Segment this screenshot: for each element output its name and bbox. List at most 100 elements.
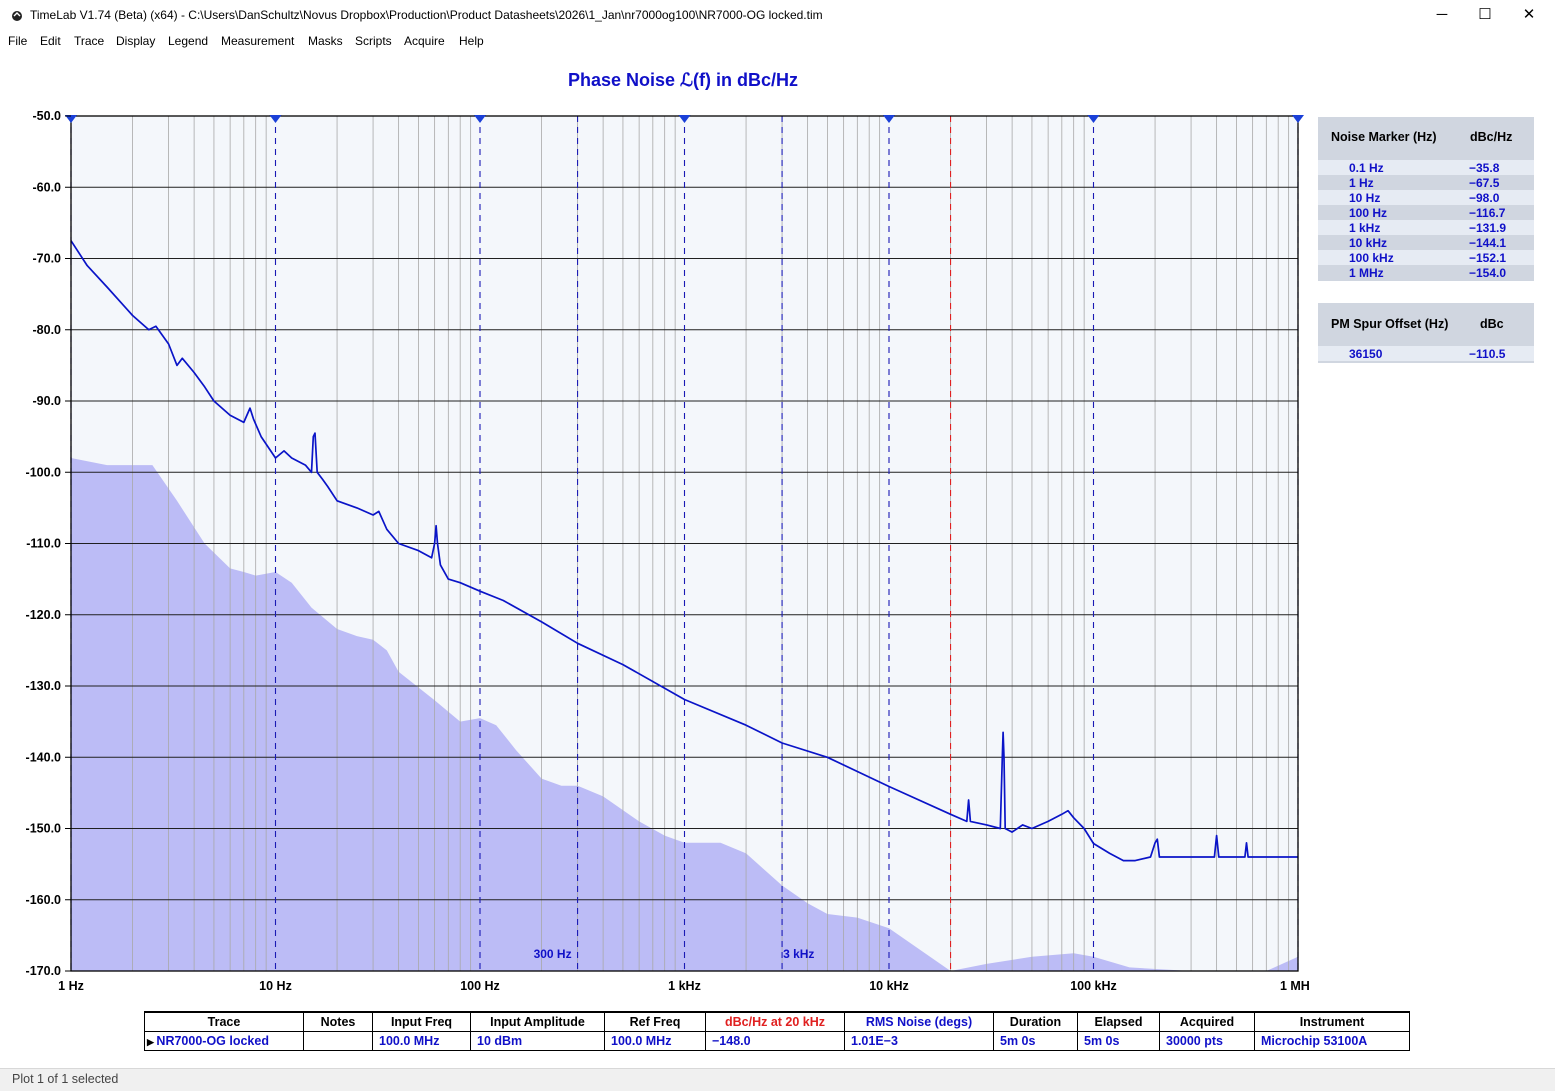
table-cell: 10 dBm xyxy=(470,1031,605,1051)
timelab-app-icon xyxy=(12,11,22,21)
column-header[interactable]: Acquired xyxy=(1159,1011,1255,1032)
menu-help[interactable]: Help xyxy=(459,34,484,48)
y-tick-label: -150.0 xyxy=(26,822,61,836)
table-cell: 1.01E−3 xyxy=(844,1031,994,1051)
noise-marker-freq: 100 kHz xyxy=(1349,251,1394,265)
spur-freq-header: PM Spur Offset (Hz) xyxy=(1331,317,1449,331)
annotation-label: 3 kHz xyxy=(783,947,814,961)
noise-marker-row: 1 Hz −67.5 xyxy=(1318,175,1534,190)
status-bar: Plot 1 of 1 selected xyxy=(0,1068,1555,1091)
column-header[interactable]: Elapsed xyxy=(1077,1011,1160,1032)
x-tick-label: 100 kHz xyxy=(1070,979,1117,993)
decade-triangle-icon xyxy=(269,115,282,123)
menu-trace[interactable]: Trace xyxy=(74,34,105,48)
phase-noise-chart: Phase Noise ℒ(f) in dBc/Hz 300 Hz 3 kHz -5… xyxy=(26,70,1310,993)
column-header[interactable]: dBc/Hz at 20 kHz xyxy=(705,1011,845,1032)
minimize-button[interactable]: ─ xyxy=(1436,6,1448,23)
x-tick-label: 1 kHz xyxy=(668,979,701,993)
noise-marker-freq: 10 kHz xyxy=(1349,236,1388,250)
menu-masks[interactable]: Masks xyxy=(308,34,343,48)
table-cell: ▶ NR7000-OG locked xyxy=(144,1031,304,1051)
maximize-button[interactable]: ☐ xyxy=(1478,6,1492,23)
menu-acquire[interactable]: Acquire xyxy=(404,34,445,48)
column-header[interactable]: Ref Freq xyxy=(604,1011,706,1032)
column-header[interactable]: Notes xyxy=(303,1011,373,1032)
column-header[interactable]: Duration xyxy=(993,1011,1078,1032)
column-header[interactable]: Input Amplitude xyxy=(470,1011,605,1032)
y-tick-label: -130.0 xyxy=(26,679,61,693)
y-tick-label: -170.0 xyxy=(26,964,61,978)
noise-marker-freq: 10 Hz xyxy=(1349,191,1381,205)
trace-table-header: Trace Notes Input Freq Input Amplitude Ref F… xyxy=(144,1011,1410,1032)
noise-marker-value: −154.0 xyxy=(1469,266,1507,280)
noise-marker-value: −131.9 xyxy=(1469,221,1507,235)
y-tick-label: -100.0 xyxy=(26,465,61,479)
noise-marker-row: 100 kHz −152.1 xyxy=(1318,250,1534,265)
spur-panel: PM Spur Offset (Hz) dBc 36150 −110.5 xyxy=(1318,303,1534,363)
noise-marker-value: −98.0 xyxy=(1469,191,1500,205)
spur-freq: 36150 xyxy=(1349,347,1383,361)
menu-display[interactable]: Display xyxy=(116,34,156,48)
noise-marker-value: −144.1 xyxy=(1469,236,1507,250)
x-tick-label: 1 MHz xyxy=(1280,979,1310,993)
menu-edit[interactable]: Edit xyxy=(40,34,61,48)
title-bar: TimeLab V1.74 (Beta) (x64) - C:\Users\Da… xyxy=(0,0,1555,30)
noise-marker-freq: 1 Hz xyxy=(1349,176,1374,190)
table-cell: 100.0 MHz xyxy=(604,1031,706,1051)
y-tick-label: -90.0 xyxy=(33,394,62,408)
menu-scripts[interactable]: Scripts xyxy=(355,34,392,48)
noise-marker-freq: 1 kHz xyxy=(1349,221,1381,235)
y-tick-label: -120.0 xyxy=(26,608,61,622)
y-tick-label: -50.0 xyxy=(33,109,62,123)
table-cell: 100.0 MHz xyxy=(372,1031,471,1051)
noise-marker-freq: 1 MHz xyxy=(1349,266,1384,280)
trace-info-table: Trace Notes Input Freq Input Amplitude Ref F… xyxy=(144,1011,1410,1051)
annotation-label: 300 Hz xyxy=(534,947,572,961)
column-header[interactable]: Input Freq xyxy=(372,1011,471,1032)
row-selector-icon: ▶ xyxy=(147,1037,157,1047)
table-cell: 30000 pts xyxy=(1159,1031,1255,1051)
spur-value-header: dBc xyxy=(1480,317,1504,331)
y-tick-label: -160.0 xyxy=(26,893,61,907)
mask-area xyxy=(71,458,1298,971)
noise-marker-freq: 0.1 Hz xyxy=(1349,161,1384,175)
table-cell: −148.0 xyxy=(705,1031,845,1051)
decade-triangle-icon xyxy=(1087,115,1100,123)
menu-measurement[interactable]: Measurement xyxy=(221,34,295,48)
noise-marker-row: 1 MHz −154.0 xyxy=(1318,265,1534,280)
noise-marker-row: 100 Hz −116.7 xyxy=(1318,205,1534,220)
trace-table-row[interactable]: ▶ NR7000-OG locked 100.0 MHz 10 dBm 100.0 M… xyxy=(144,1031,1410,1051)
noise-marker-panel: Noise Marker (Hz) dBc/Hz 0.1 Hz −35.8 1 Hz… xyxy=(1318,117,1534,281)
y-tick-label: -140.0 xyxy=(26,750,61,764)
decade-triangle-icon xyxy=(1292,115,1304,123)
column-header[interactable]: RMS Noise (degs) xyxy=(844,1011,994,1032)
decade-triangle-icon xyxy=(883,115,895,123)
noise-marker-row: 10 kHz −144.1 xyxy=(1318,235,1534,250)
noise-marker-freq-header: Noise Marker (Hz) xyxy=(1331,130,1437,144)
trace-name: NR7000-OG locked xyxy=(156,1034,269,1048)
trace-line xyxy=(70,240,1298,862)
y-tick-label: -80.0 xyxy=(33,323,62,337)
spur-value: −110.5 xyxy=(1469,347,1506,361)
spur-row: 36150 −110.5 xyxy=(1318,346,1534,361)
table-cell: Microchip 53100A xyxy=(1254,1031,1410,1051)
status-text: Plot 1 of 1 selected xyxy=(12,1072,119,1086)
column-header[interactable]: Instrument xyxy=(1254,1011,1410,1032)
menu-file[interactable]: File xyxy=(8,34,28,48)
y-tick-label: -70.0 xyxy=(33,252,62,266)
window-title: TimeLab V1.74 (Beta) (x64) - C:\Users\Da… xyxy=(30,8,823,22)
column-header[interactable]: Trace xyxy=(144,1011,304,1032)
noise-marker-value-header: dBc/Hz xyxy=(1470,130,1513,144)
noise-marker-value: −152.1 xyxy=(1469,251,1507,265)
x-tick-label: 1 Hz xyxy=(58,979,84,993)
decade-triangle-icon xyxy=(678,115,691,123)
close-button[interactable]: ✕ xyxy=(1522,6,1536,23)
noise-marker-freq: 100 Hz xyxy=(1349,206,1388,220)
table-cell xyxy=(303,1031,373,1051)
menu-legend[interactable]: Legend xyxy=(168,34,209,48)
y-tick-label: -110.0 xyxy=(26,537,61,551)
x-tick-label: 10 kHz xyxy=(869,979,909,993)
chart-title: Phase Noise ℒ(f) in dBc/Hz xyxy=(568,70,798,90)
noise-marker-row: 1 kHz −131.9 xyxy=(1318,220,1534,235)
menu-bar: File Edit Trace Display Legend Measureme… xyxy=(0,30,1555,52)
